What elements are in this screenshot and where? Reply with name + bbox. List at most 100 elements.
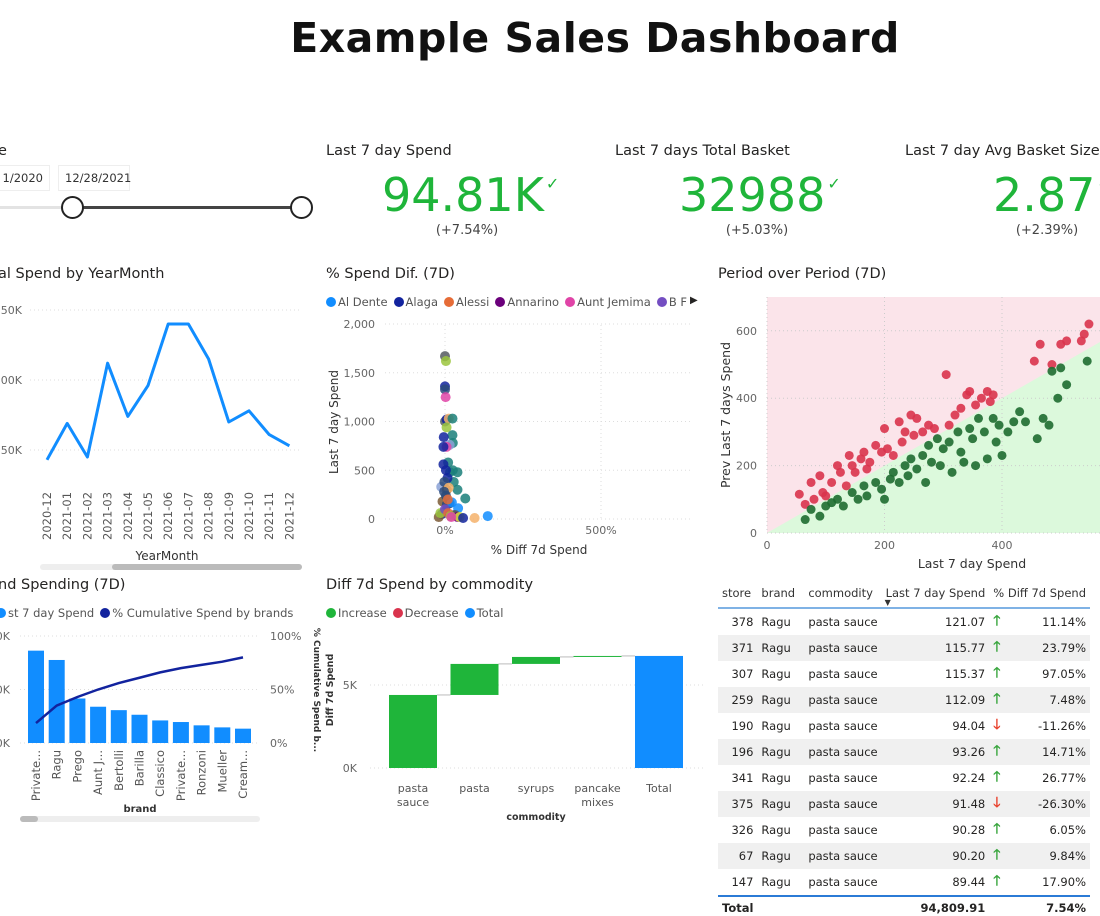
legend-item[interactable]: Annarino bbox=[495, 295, 559, 309]
slider-end-handle[interactable] bbox=[290, 196, 313, 219]
scrollbar-thumb[interactable] bbox=[112, 564, 302, 570]
data-point bbox=[452, 484, 463, 495]
data-point bbox=[988, 390, 998, 400]
data-point bbox=[800, 499, 810, 509]
commodity-cell: pasta sauce bbox=[808, 719, 878, 733]
brand-cell: Ragu bbox=[761, 771, 791, 785]
x-tick-label: 2021-06 bbox=[161, 492, 175, 540]
legend-item[interactable]: Decrease bbox=[392, 606, 459, 620]
data-point bbox=[953, 427, 963, 437]
table-row[interactable]: 375 Ragu pasta sauce 91.48 🡓 -26.30% bbox=[718, 791, 1090, 817]
x-axis-title: commodity bbox=[506, 812, 566, 823]
diff-cell: 97.05% bbox=[1042, 667, 1086, 681]
data-point bbox=[929, 424, 939, 434]
data-point bbox=[847, 488, 857, 498]
legend-dot-icon bbox=[393, 297, 404, 307]
table-row[interactable]: 371 Ragu pasta sauce 115.77 🡑 23.79% bbox=[718, 635, 1090, 661]
dashboard-title: Example Sales Dashboard bbox=[290, 14, 900, 62]
legend-item[interactable]: Alaga bbox=[393, 295, 438, 309]
scrollbar-thumb[interactable] bbox=[20, 816, 38, 822]
data-point bbox=[877, 484, 887, 494]
y2-tick-label: 0% bbox=[270, 737, 287, 750]
slider-start-handle[interactable] bbox=[61, 196, 84, 219]
diff-cell: 14.71% bbox=[1042, 745, 1086, 759]
table-row[interactable]: 307 Ragu pasta sauce 115.37 🡑 97.05% bbox=[718, 661, 1090, 687]
table-row[interactable]: 259 Ragu pasta sauce 112.09 🡑 7.48% bbox=[718, 687, 1090, 713]
table-row[interactable]: 341 Ragu pasta sauce 92.24 🡑 26.77% bbox=[718, 765, 1090, 791]
col-spend[interactable]: Last 7 day Spend ▼ bbox=[881, 583, 990, 609]
commodity-cell: pasta sauce bbox=[808, 797, 878, 811]
y-axis-title: Prev Last 7 days Spend bbox=[718, 342, 733, 488]
col-diff[interactable]: % Diff 7d Spend bbox=[989, 583, 1090, 609]
spend-cell: 112.09 bbox=[945, 693, 986, 707]
line-chart-scrollbar[interactable] bbox=[40, 564, 302, 570]
end-date-input[interactable]: 12/28/2021 bbox=[58, 165, 131, 191]
data-point bbox=[442, 494, 453, 505]
arrow-glyph: 🡑 bbox=[993, 821, 1001, 837]
data-point bbox=[1044, 420, 1054, 430]
arrow-glyph: 🡑 bbox=[993, 873, 1001, 889]
table-row[interactable]: 326 Ragu pasta sauce 90.28 🡑 6.05% bbox=[718, 817, 1090, 843]
commodity-cell: pasta sauce bbox=[808, 641, 878, 655]
legend-item[interactable]: Alessi bbox=[444, 295, 489, 309]
bar bbox=[214, 727, 231, 743]
legend-next-icon[interactable]: ▶ bbox=[690, 295, 698, 306]
start-date-input[interactable]: 1/2020 bbox=[0, 165, 50, 191]
data-point bbox=[806, 504, 816, 514]
arrow-glyph: 🡓 bbox=[993, 717, 1001, 733]
check-icon: ✓ bbox=[827, 174, 841, 193]
arrow-up-icon: 🡑 bbox=[989, 687, 1011, 713]
bar bbox=[28, 650, 44, 743]
legend-item[interactable]: Aunt Jemima bbox=[565, 295, 651, 309]
data-point bbox=[982, 454, 992, 464]
x-tick-label: syrups bbox=[518, 782, 555, 795]
slider-track bbox=[0, 206, 62, 209]
table-row[interactable]: 67 Ragu pasta sauce 90.20 🡑 9.84% bbox=[718, 843, 1090, 869]
commodity-cell: pasta sauce bbox=[808, 875, 878, 889]
store-cell: 341 bbox=[731, 771, 754, 785]
data-point bbox=[882, 444, 892, 454]
y-tick-label: 600 bbox=[736, 325, 757, 338]
data-point bbox=[441, 422, 452, 433]
data-point bbox=[833, 494, 842, 504]
diff-cell: 17.90% bbox=[1042, 875, 1086, 889]
spend-cell: 115.77 bbox=[945, 641, 986, 655]
data-point bbox=[815, 471, 825, 481]
data-point bbox=[1053, 393, 1063, 403]
col-store[interactable]: store bbox=[718, 583, 758, 609]
table-row[interactable]: 147 Ragu pasta sauce 89.44 🡑 17.90% bbox=[718, 869, 1090, 896]
legend-item[interactable]: % Cumulative Spend by brands bbox=[100, 606, 293, 620]
x-tick-label: pancake bbox=[574, 782, 620, 795]
pareto-chart-scrollbar[interactable] bbox=[20, 816, 260, 822]
data-point bbox=[862, 464, 872, 474]
data-point bbox=[1047, 360, 1057, 369]
kpi-value-text: 32988 bbox=[679, 168, 826, 222]
y2-axis-title: % Cumulative Spend b... bbox=[311, 628, 321, 752]
data-point bbox=[859, 481, 869, 491]
x-tick-label: Prego bbox=[70, 750, 84, 783]
spend-cell: 121.07 bbox=[945, 615, 986, 629]
charts-canvas: 150K 100K 50K 2020-12 2021-01 2021-02 2021-03 2… bbox=[0, 297, 1100, 823]
table-row[interactable]: 378 Ragu pasta sauce 121.07 🡑 11.14% bbox=[718, 608, 1090, 635]
data-point bbox=[1015, 407, 1025, 417]
legend-item[interactable]: Increase bbox=[326, 606, 387, 620]
col-brand[interactable]: brand bbox=[757, 583, 805, 609]
legend-item[interactable]: st 7 day Spend bbox=[0, 606, 94, 620]
data-point bbox=[800, 515, 810, 525]
y-tick-label: 0K bbox=[0, 630, 11, 643]
legend-item[interactable]: B F bbox=[656, 295, 687, 309]
table-row[interactable]: 190 Ragu pasta sauce 94.04 🡓 -11.26% bbox=[718, 713, 1090, 739]
store-cell: 375 bbox=[731, 797, 754, 811]
legend-item[interactable]: Al Dente bbox=[326, 295, 388, 309]
data-point bbox=[1035, 339, 1045, 349]
x-tick-label: 2021-12 bbox=[282, 492, 296, 540]
data-point bbox=[924, 440, 934, 450]
col-commodity[interactable]: commodity bbox=[804, 583, 882, 609]
x-tick-label: 2021-04 bbox=[121, 492, 135, 540]
table-row[interactable]: 196 Ragu pasta sauce 93.26 🡑 14.71% bbox=[718, 739, 1090, 765]
legend-item[interactable]: Total bbox=[464, 606, 503, 620]
data-point bbox=[482, 511, 493, 522]
data-point bbox=[885, 474, 895, 484]
diff-cell: 9.84% bbox=[1049, 849, 1086, 863]
kpi-value-text: 94.81K bbox=[382, 168, 544, 222]
